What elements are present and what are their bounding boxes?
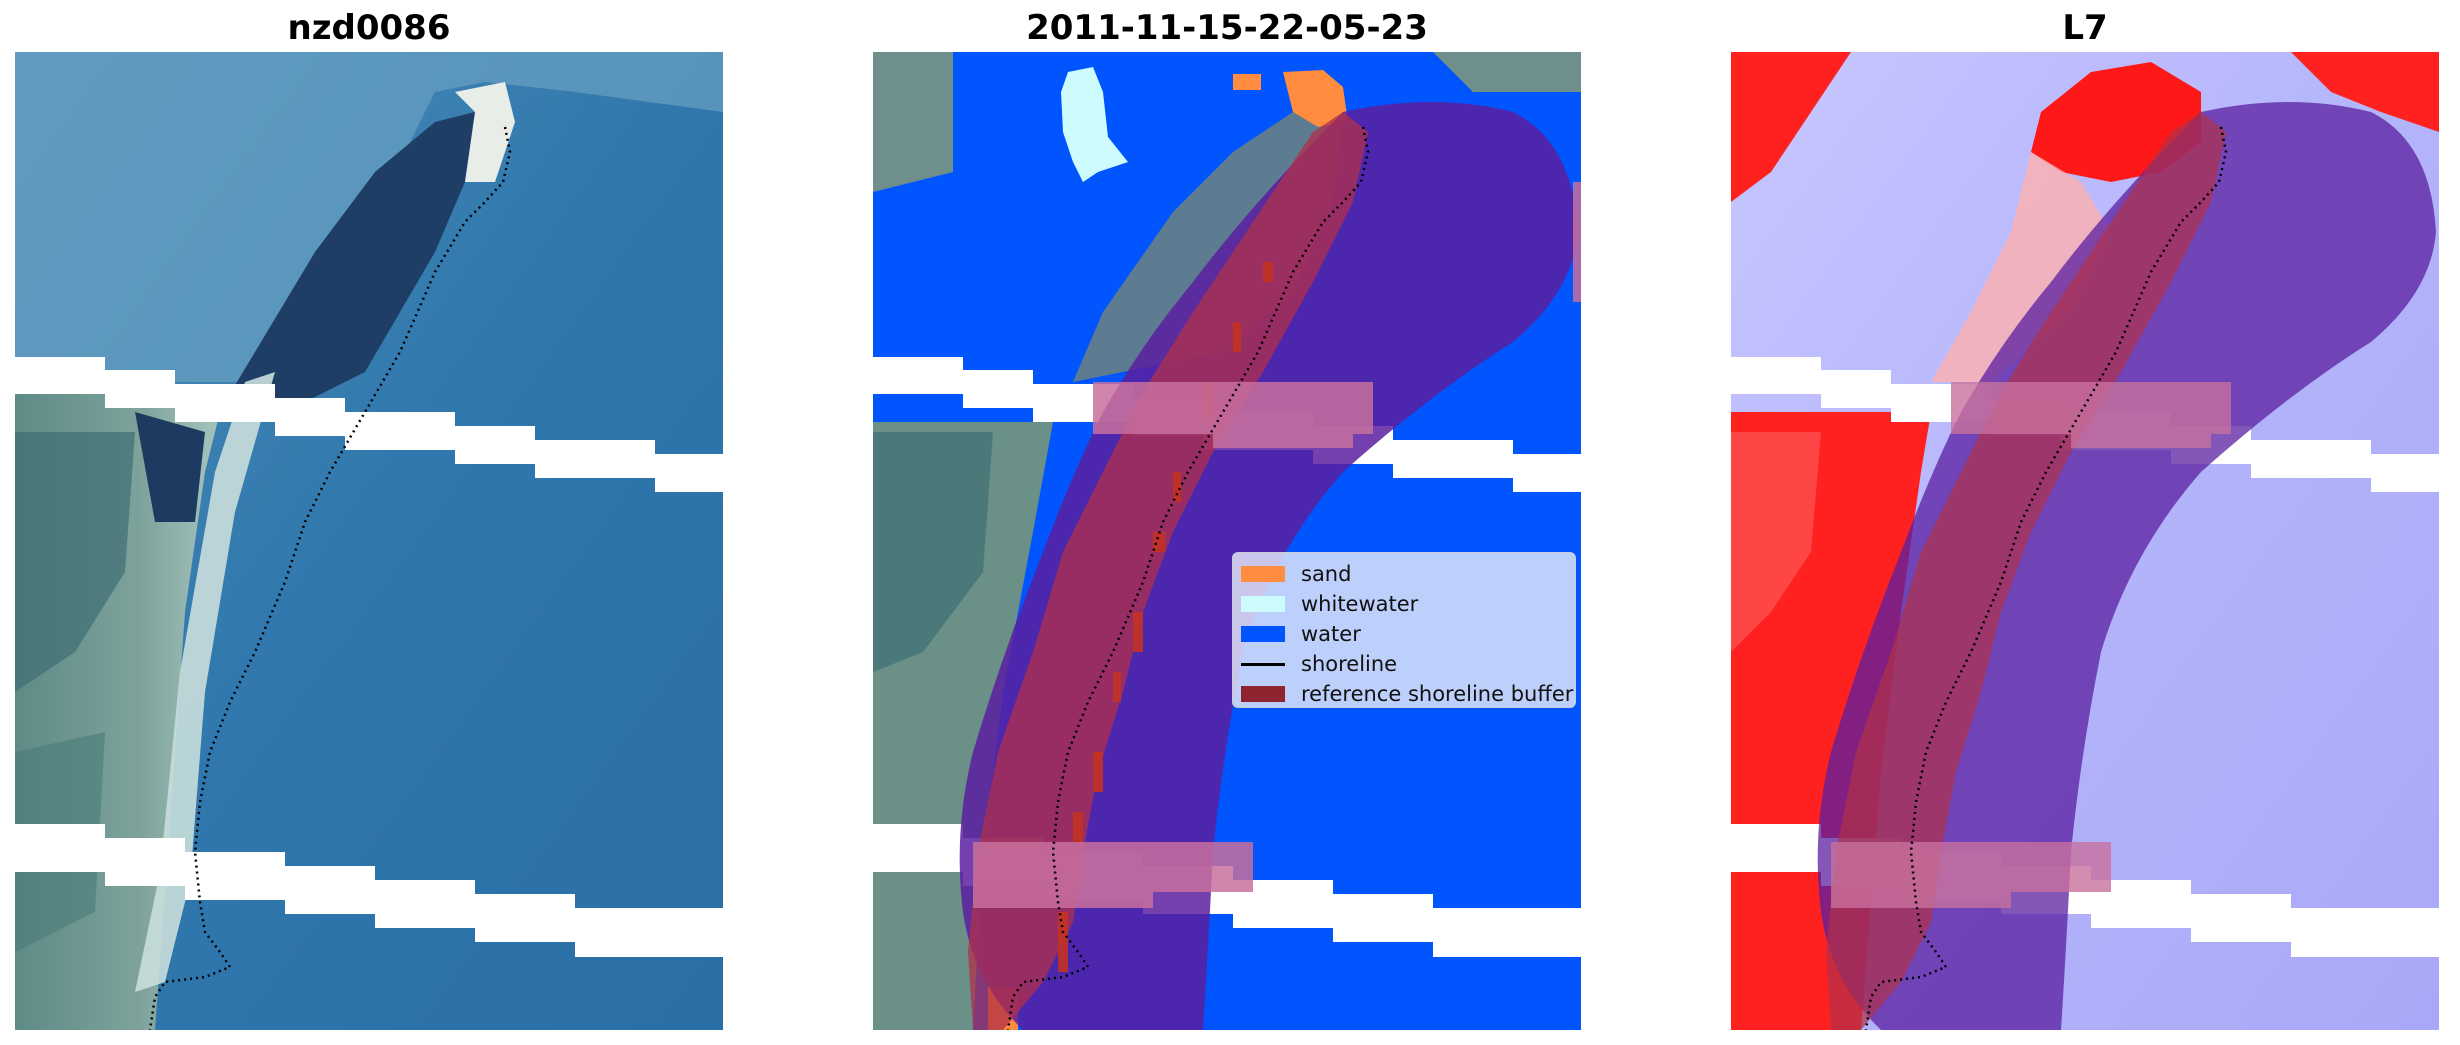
reference-buffer-inner — [1826, 112, 2226, 1030]
whitewater-swatch — [1241, 596, 1285, 612]
sand-patch — [1283, 70, 1348, 127]
legend-item-sand: sand — [1241, 559, 1575, 589]
legend-label: shoreline — [1301, 652, 1398, 676]
legend: sand whitewater water shoreline referenc… — [1232, 552, 1576, 708]
panel-title-image: nzd0086 — [287, 8, 451, 48]
buffer-swatch — [1241, 686, 1285, 702]
whitewater-patch — [1061, 67, 1128, 182]
detected-shoreline — [1864, 126, 2228, 1030]
legend-label: sand — [1301, 562, 1352, 586]
water-swatch — [1241, 626, 1285, 642]
legend-item-buffer: reference shoreline buffer — [1241, 679, 1575, 709]
reference-buffer-outer — [1817, 102, 2436, 1030]
classification-image — [873, 52, 1581, 1030]
sand-patch — [1233, 74, 1261, 90]
panel-title-index: L7 — [2062, 8, 2108, 48]
panel-title-classification: 2011-11-15-22-05-23 — [1026, 8, 1428, 48]
legend-item-whitewater: whitewater — [1241, 589, 1575, 619]
rgb-image-panel — [15, 52, 723, 1030]
classification-panel — [873, 52, 1581, 1030]
sand-swatch — [1241, 566, 1285, 582]
detected-shoreline — [1006, 126, 1370, 1030]
shoreline-line-swatch — [1241, 662, 1285, 666]
legend-item-water: water — [1241, 619, 1575, 649]
index-image — [1731, 52, 2439, 1030]
legend-label: reference shoreline buffer — [1301, 682, 1574, 706]
reference-buffer-inner — [968, 112, 1368, 1030]
rgb-image — [15, 52, 723, 1030]
index-panel — [1731, 52, 2439, 1030]
legend-label: water — [1301, 622, 1361, 646]
legend-item-shoreline: shoreline — [1241, 649, 1575, 679]
legend-label: whitewater — [1301, 592, 1419, 616]
